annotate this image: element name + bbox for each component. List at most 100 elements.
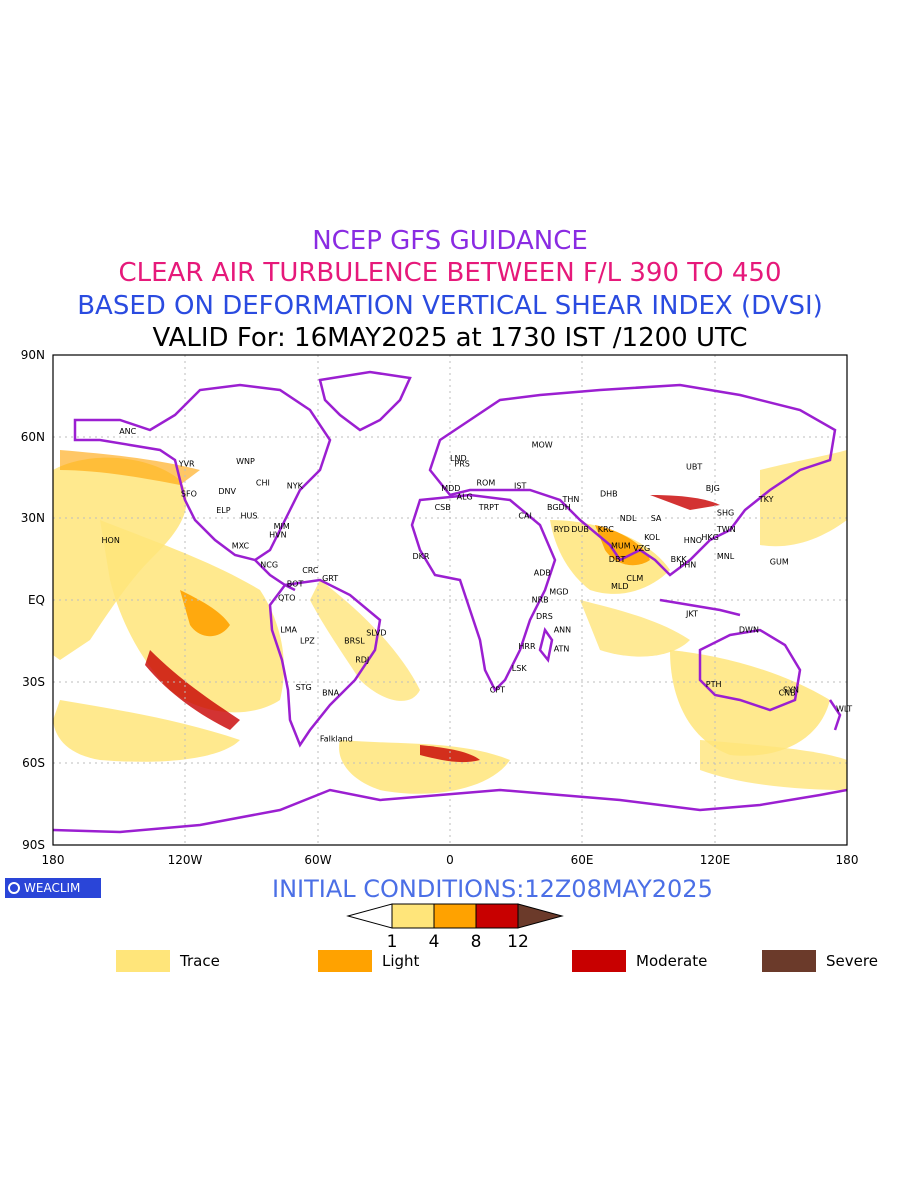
station-label: PRS bbox=[454, 460, 469, 469]
station-label: SYN bbox=[783, 686, 799, 695]
station-label: YVR bbox=[178, 460, 195, 469]
colorbar-tick-8: 8 bbox=[471, 932, 482, 952]
station-label: SHG bbox=[717, 509, 734, 518]
station-label: SFO bbox=[181, 490, 197, 499]
station-label: MGD bbox=[549, 588, 568, 597]
station-label: CPT bbox=[490, 686, 505, 695]
weaclim-badge: WEACLIM bbox=[5, 878, 101, 898]
legend-item-severe: Severe bbox=[762, 950, 878, 972]
title-line-3: BASED ON DEFORMATION VERTICAL SHEAR INDE… bbox=[77, 291, 823, 321]
station-label: HNO bbox=[684, 536, 702, 545]
weaclim-logo-icon bbox=[8, 882, 20, 894]
station-label: SA bbox=[651, 514, 662, 523]
legend-label-trace: Trace bbox=[180, 952, 220, 970]
station-label: STG bbox=[296, 683, 312, 692]
station-label: RYD bbox=[554, 525, 570, 534]
station-label: THN bbox=[562, 495, 580, 504]
station-label: DRS bbox=[536, 612, 553, 621]
colorbar-light bbox=[433, 903, 477, 929]
legend-swatch-severe bbox=[762, 950, 816, 972]
station-label: QTO bbox=[278, 594, 295, 603]
station-label: DUB bbox=[571, 525, 589, 534]
station-label: DWN bbox=[739, 626, 759, 635]
station-label: KOL bbox=[644, 533, 660, 542]
station-label: ROM bbox=[477, 479, 496, 488]
station-label: RDJ bbox=[355, 656, 369, 665]
station-label: Falkland bbox=[320, 735, 353, 744]
station-label: BKK bbox=[671, 555, 688, 564]
station-label: GUM bbox=[770, 558, 789, 567]
lon-tick-180w: 180 bbox=[42, 853, 65, 867]
station-label: UBT bbox=[686, 462, 702, 471]
station-label: LSK bbox=[512, 664, 528, 673]
lat-tick-90s: 90S bbox=[22, 838, 45, 852]
station-label: BNA bbox=[322, 688, 339, 697]
north-america-coast bbox=[73, 383, 332, 562]
station-label: MOW bbox=[532, 441, 553, 450]
colorbar-tick-4: 4 bbox=[429, 932, 440, 952]
title-line-1: NCEP GFS GUIDANCE bbox=[312, 226, 588, 256]
station-label: HUS bbox=[241, 511, 258, 520]
colorbar bbox=[346, 903, 564, 929]
title-line-2: CLEAR AIR TURBULENCE BETWEEN F/L 390 TO … bbox=[118, 258, 782, 288]
station-label: CHI bbox=[256, 479, 270, 488]
station-label: HVN bbox=[269, 530, 286, 539]
lon-tick-120e: 120E bbox=[700, 853, 731, 867]
station-label: ALG bbox=[457, 492, 473, 501]
station-label: CSB bbox=[435, 503, 451, 512]
station-label: NYK bbox=[287, 481, 304, 490]
colorbar-tick-12: 12 bbox=[507, 932, 529, 952]
colorbar-low-end bbox=[346, 903, 393, 929]
lat-tick-60n: 60N bbox=[21, 430, 45, 444]
station-label: ATN bbox=[554, 645, 570, 654]
station-label: WLT bbox=[836, 705, 852, 714]
station-label: HON bbox=[102, 536, 120, 545]
legend-label-severe: Severe bbox=[826, 952, 878, 970]
station-label: BOT bbox=[287, 579, 304, 588]
station-label: JKT bbox=[685, 609, 698, 618]
lat-tick-90n: 90N bbox=[21, 348, 45, 362]
station-label: BGDH bbox=[547, 503, 571, 512]
lat-tick-30s: 30S bbox=[22, 675, 45, 689]
new-zealand-coast bbox=[828, 699, 842, 731]
lon-tick-60e: 60E bbox=[571, 853, 594, 867]
station-label: ADB bbox=[534, 569, 551, 578]
station-label: IST bbox=[514, 481, 526, 490]
station-label: DKR bbox=[413, 552, 430, 561]
station-label: HRR bbox=[518, 642, 536, 651]
africa-coast bbox=[410, 493, 557, 693]
station-label: MLD bbox=[611, 582, 629, 591]
station-label: TRPT bbox=[478, 503, 499, 512]
colorbar-trace bbox=[391, 903, 435, 929]
station-label: PHN bbox=[679, 560, 696, 569]
colorbar-severe bbox=[517, 903, 564, 929]
lat-tick-eq: EQ bbox=[28, 593, 45, 607]
legend-swatch-trace bbox=[116, 950, 170, 972]
lon-tick-120w: 120W bbox=[168, 853, 203, 867]
lon-tick-180e: 180 bbox=[836, 853, 859, 867]
station-label: TKY bbox=[758, 495, 774, 504]
station-label: NCG bbox=[260, 560, 278, 569]
station-label: CAI bbox=[518, 511, 531, 520]
legend-swatch-moderate bbox=[572, 950, 626, 972]
station-label: KRC bbox=[598, 525, 614, 534]
antarctica-coast bbox=[53, 788, 847, 834]
title-valid-time: VALID For: 16MAY2025 at 1730 IST /1200 U… bbox=[152, 323, 748, 353]
station-label: NDL bbox=[620, 514, 637, 523]
station-label: ANN bbox=[554, 626, 571, 635]
legend-item-trace: Trace bbox=[116, 950, 220, 972]
central-america-coast bbox=[254, 559, 296, 592]
station-label: LPZ bbox=[300, 637, 315, 646]
legend-item-light: Light bbox=[318, 950, 419, 972]
map-frame bbox=[52, 354, 848, 846]
europe-asia-coast bbox=[428, 383, 837, 577]
station-label: ELP bbox=[216, 506, 231, 515]
greenland-coast bbox=[318, 370, 412, 432]
station-label: WNP bbox=[236, 457, 255, 466]
station-label: BRSL bbox=[344, 637, 365, 646]
station-label: DBT bbox=[609, 555, 626, 564]
station-label: SLVD bbox=[366, 628, 386, 637]
station-label: CLM bbox=[626, 574, 643, 583]
